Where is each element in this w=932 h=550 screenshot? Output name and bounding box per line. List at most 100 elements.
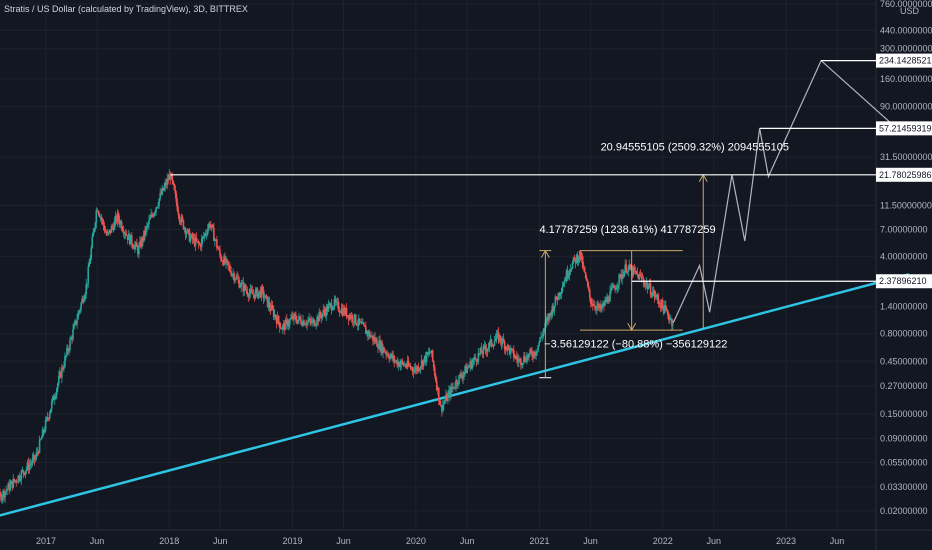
candle-body [177,210,180,216]
candle-body [402,362,405,366]
candle-body [341,308,344,316]
candle-body [58,375,60,384]
candle-body [8,483,10,491]
candle-body [311,320,313,323]
candle-body [490,339,493,346]
candle-body [392,355,395,359]
candle-body [112,226,115,230]
y-tick-label: 160.00000000 [880,74,932,84]
candle-body [42,429,45,433]
candle-body [323,309,326,312]
candle-body [387,353,389,357]
candle-body [184,228,187,235]
candle-body [456,380,458,385]
candle-body [90,247,93,259]
candle-body [321,313,324,318]
candle-body [602,302,604,307]
candle-body [579,250,582,260]
candle-body [368,331,370,336]
candle-body [414,367,417,370]
candle-body [624,264,627,272]
candle-body [522,362,524,365]
y-tick-label: 4.00000000 [880,251,928,261]
candle-body [88,263,91,267]
candle-body [268,301,271,308]
candle-body [15,480,18,482]
candle-body [643,282,646,286]
candle-body [165,182,168,186]
y-axis-currency: USD [900,6,920,16]
candle-body [309,318,311,321]
candle-body [246,290,249,295]
candle-body [167,178,170,181]
candle-body [202,236,205,238]
candle-body [43,430,46,433]
candle-body [303,320,305,326]
candle-body [130,235,133,245]
candle-body [307,320,309,322]
candle-body [436,387,439,390]
candle-body [253,294,256,299]
candle-body [370,336,372,338]
candle-body [333,299,336,307]
candle-body [386,353,388,355]
candle-body [565,270,568,281]
candle-body [214,239,216,241]
candle-body [558,292,561,296]
drop-arrow-head [627,322,637,332]
measure-annotation: 20.94555105 (2509.32%) 2094555105 [601,142,789,154]
candle-body [486,349,489,352]
candle-body [178,215,181,222]
candle-body [537,345,539,351]
candle-body [33,455,36,460]
candle-body [672,324,674,326]
candle-body [38,439,41,453]
candle-body [286,319,288,321]
candle-body [653,290,656,298]
candle-body [364,325,366,327]
candle-body [175,193,178,203]
candle-body [623,271,626,278]
candle-body [135,242,137,246]
candle-body [252,294,255,296]
candle-body [191,234,194,240]
candle-body [538,342,540,346]
candle-body [186,229,189,233]
candle-body [94,223,97,229]
candle-body [578,250,581,259]
candle-body [561,286,564,292]
candle-body [30,463,33,465]
candle-body [603,302,605,306]
candle-body [443,402,445,405]
candle-body [271,305,274,309]
measure-annotation: −3.56129122 (−80.88%) −356129122 [544,338,727,350]
candle-body [260,286,263,298]
candle-body [308,318,310,321]
candle-body [365,326,367,334]
candle-body [80,302,82,310]
candle-body [145,227,147,235]
candle-body [53,397,56,400]
candle-body [663,305,666,314]
candle-body [283,323,286,330]
candle-body [140,241,142,247]
candle-body [625,264,628,273]
candle-body [621,274,623,280]
candle-body [388,356,390,360]
candle-body [149,217,151,220]
candle-body [67,347,69,351]
candle-body [367,331,369,336]
candle-body [337,302,340,311]
candle-body [637,274,640,280]
candle-body [106,233,109,235]
candle-body [434,375,437,381]
candle-body [491,345,494,347]
candle-body [482,345,485,354]
candle-body [225,258,227,263]
candle-body [5,490,7,492]
candle-body [670,318,672,320]
candle-body [524,356,526,361]
candle-body [489,339,492,342]
